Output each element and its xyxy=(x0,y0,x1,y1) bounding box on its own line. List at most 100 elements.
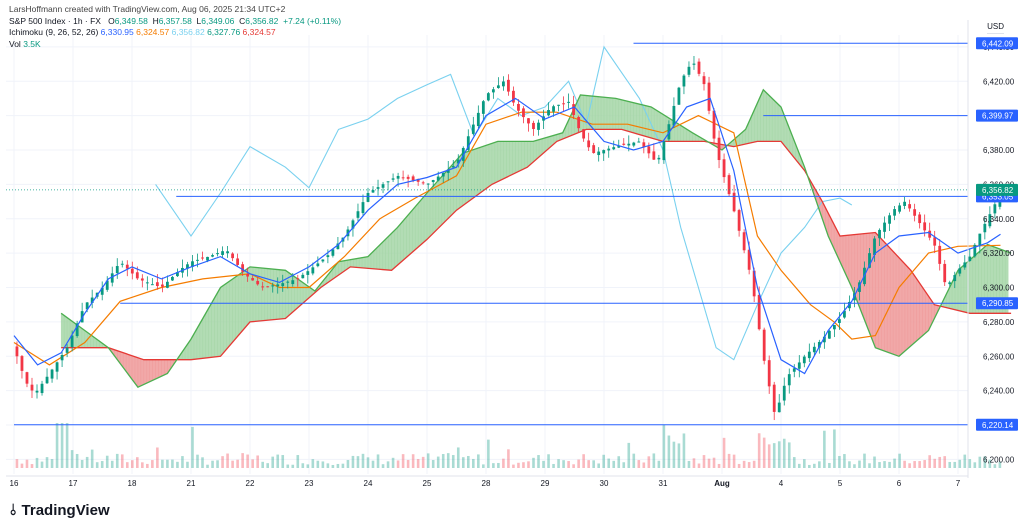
candle-body xyxy=(712,110,716,139)
candle xyxy=(522,106,525,124)
volume-bar xyxy=(80,459,84,468)
volume-bar xyxy=(336,463,340,468)
candle-body xyxy=(838,319,841,323)
candle xyxy=(271,282,275,293)
candle xyxy=(918,212,922,229)
cloud-segment xyxy=(529,141,534,166)
candle-body xyxy=(381,184,385,188)
candle-body xyxy=(100,287,104,295)
candle-body xyxy=(522,108,525,118)
cloud-segment xyxy=(901,260,906,355)
volume-bar xyxy=(823,430,826,468)
ichimoku-label[interactable]: Ichimoku (9, 26, 52, 26) xyxy=(9,27,99,37)
cloud-segment xyxy=(883,241,888,353)
volume-bar xyxy=(421,456,425,468)
candle xyxy=(451,160,455,168)
volume-bar xyxy=(125,462,129,468)
volume-bar xyxy=(838,455,841,468)
volume-bar xyxy=(196,454,199,468)
level-price-tag-bg xyxy=(976,109,1018,122)
y-tick-label: 6,260.00 xyxy=(983,352,1015,361)
cloud-segment xyxy=(279,269,283,320)
volume-bar xyxy=(75,453,79,468)
candle-body xyxy=(943,263,947,283)
candle xyxy=(502,76,505,91)
candle-body xyxy=(166,281,169,288)
cloud-segment xyxy=(866,232,870,333)
candle xyxy=(356,203,360,222)
candle xyxy=(938,239,942,271)
candle-body xyxy=(441,173,445,177)
close-label: C xyxy=(239,15,246,26)
candle-body xyxy=(898,205,901,212)
candle-body xyxy=(446,169,450,173)
ichimoku-tenkan-value: 6,330.95 xyxy=(100,27,134,37)
candle-body xyxy=(597,151,601,156)
kijun-sen-line xyxy=(13,111,1001,366)
cloud-segment xyxy=(293,275,298,312)
candle-body xyxy=(316,263,320,267)
candle-body xyxy=(231,253,234,259)
candle xyxy=(431,179,435,187)
volume-bar xyxy=(231,460,234,468)
volume-bar xyxy=(156,447,159,468)
candle xyxy=(45,368,49,384)
tradingview-logo-icon: ⫰ xyxy=(10,502,17,519)
candle xyxy=(331,248,335,258)
volume-bar xyxy=(637,460,641,468)
volume-bar xyxy=(326,463,330,468)
candle-body xyxy=(782,385,786,401)
cloud-segment xyxy=(633,102,637,135)
candle xyxy=(732,184,736,213)
cloud-segment xyxy=(916,277,920,342)
candle-body xyxy=(843,310,846,318)
volume-bar xyxy=(361,453,365,468)
volume-bar xyxy=(366,457,370,468)
candle xyxy=(105,276,109,292)
candle-body xyxy=(90,297,94,303)
candle-body xyxy=(155,282,159,287)
candle xyxy=(787,368,791,394)
candle-body xyxy=(301,274,305,279)
candle-body xyxy=(60,354,64,361)
candle-body xyxy=(567,101,570,103)
candle-body xyxy=(883,222,886,232)
symbol-label[interactable]: S&P 500 Index · 1h · FX xyxy=(9,15,101,26)
cloud-segment xyxy=(140,358,145,387)
cloud-segment xyxy=(400,219,404,264)
candle xyxy=(893,205,896,221)
candle-body xyxy=(481,101,485,114)
cloud-segment xyxy=(411,205,416,253)
volume-bar xyxy=(487,439,490,468)
candle xyxy=(441,172,445,183)
cloud-segment xyxy=(391,229,395,271)
candle-body xyxy=(582,129,586,139)
volume-bar xyxy=(512,464,515,468)
volume-bar xyxy=(943,456,947,468)
volume-bar xyxy=(863,453,866,468)
volume-bar xyxy=(818,461,821,468)
candle xyxy=(963,255,967,270)
volume-label[interactable]: Vol xyxy=(9,38,21,49)
candle-body xyxy=(366,192,370,202)
grid-lines xyxy=(6,35,968,474)
candle xyxy=(908,199,912,212)
volume-bar xyxy=(647,456,651,468)
candle xyxy=(797,355,801,378)
currency-label[interactable]: USD xyxy=(987,22,1004,34)
cloud-segment xyxy=(532,140,537,163)
candle-body xyxy=(296,278,300,280)
candle-body xyxy=(266,286,270,288)
cloud-segment xyxy=(969,256,974,314)
cloud-segment xyxy=(385,235,389,271)
candle xyxy=(737,208,741,237)
candle xyxy=(476,105,480,129)
volume-bar xyxy=(782,438,786,468)
candle xyxy=(928,222,932,241)
candle-body xyxy=(517,103,520,111)
candle-body xyxy=(351,220,355,229)
candle xyxy=(321,259,325,263)
volume-bar xyxy=(436,456,440,468)
candle-body xyxy=(211,255,214,257)
